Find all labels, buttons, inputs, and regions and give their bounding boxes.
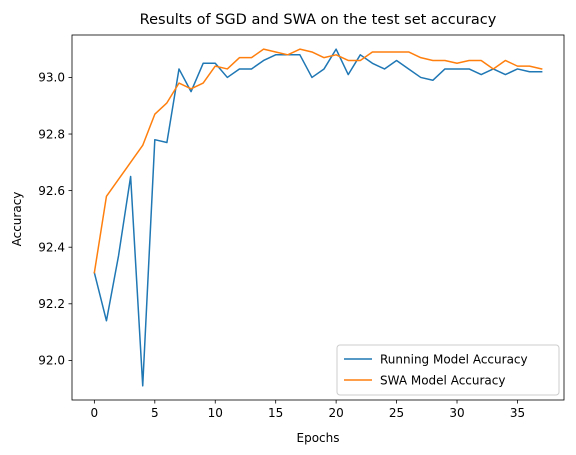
legend-label-2: SWA Model Accuracy xyxy=(380,373,505,387)
x-axis-label: Epochs xyxy=(297,431,340,445)
x-tick-label: 35 xyxy=(510,406,525,420)
legend-box xyxy=(336,344,560,396)
chart-title: Results of SGD and SWA on the test set a… xyxy=(140,12,497,28)
plot-frame xyxy=(71,34,565,401)
x-tick-label: 30 xyxy=(449,406,464,420)
plot-area xyxy=(71,34,565,401)
y-axis: 92.0 92.2 92.4 92.6 92.8 93.0 xyxy=(38,71,72,368)
y-tick-label: 92.8 xyxy=(38,127,65,141)
y-axis-label: Accuracy xyxy=(10,192,24,247)
y-tick-label: 92.2 xyxy=(38,297,65,311)
y-tick-label: 92.0 xyxy=(38,354,65,368)
legend-label-1: Running Model Accuracy xyxy=(380,352,528,366)
legend: Running Model Accuracy SWA Model Accuracy xyxy=(336,344,560,396)
x-tick-label: 5 xyxy=(151,406,159,420)
x-tick-label: 10 xyxy=(208,406,223,420)
y-tick-label: 92.6 xyxy=(38,184,65,198)
x-axis: 0 5 10 15 20 25 30 35 xyxy=(91,400,525,420)
y-tick-label: 92.4 xyxy=(38,241,65,255)
x-tick-label: 15 xyxy=(268,406,283,420)
x-tick-label: 25 xyxy=(389,406,404,420)
x-tick-label: 20 xyxy=(328,406,343,420)
x-tick-label: 0 xyxy=(91,406,99,420)
y-tick-label: 93.0 xyxy=(38,71,65,85)
series-line-1 xyxy=(93,48,543,387)
series-line-2 xyxy=(93,48,543,274)
